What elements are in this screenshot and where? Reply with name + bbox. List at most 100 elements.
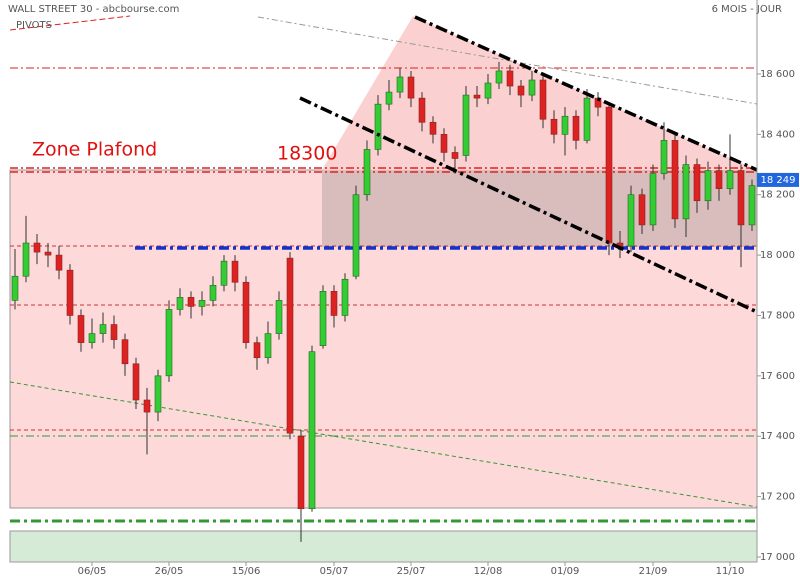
pivot-line xyxy=(9,15,131,31)
candle-body xyxy=(297,435,305,509)
candle-body xyxy=(671,140,679,220)
y-tick-label: 17 600 xyxy=(760,371,795,382)
candle-body xyxy=(286,257,294,434)
candle-body xyxy=(264,333,272,359)
candle-body xyxy=(583,97,591,141)
candle-body xyxy=(143,399,151,413)
candle-body xyxy=(539,79,547,120)
candle-body xyxy=(374,103,382,150)
candle-body xyxy=(88,333,96,343)
candle-body xyxy=(275,300,283,334)
candle-body xyxy=(231,260,239,283)
candle-body xyxy=(385,91,393,105)
candle-body xyxy=(77,315,85,343)
candle-body xyxy=(495,70,503,84)
x-tick-label: 11/10 xyxy=(716,566,745,577)
candle-body xyxy=(154,375,162,413)
candle-body xyxy=(209,284,217,301)
candle-body xyxy=(748,185,756,226)
price-tag-label: 18 249 xyxy=(761,175,796,186)
trend-line xyxy=(257,16,758,105)
chart-title: WALL STREET 30 - abcbourse.com xyxy=(8,4,179,15)
y-tick-label: 18 000 xyxy=(760,250,795,261)
candle-body xyxy=(418,97,426,123)
candle-body xyxy=(682,164,690,220)
candle-body xyxy=(319,291,327,346)
x-tick-label: 12/08 xyxy=(474,566,503,577)
candle-body xyxy=(220,260,228,286)
candle-body xyxy=(649,173,657,226)
candle-body xyxy=(121,339,129,365)
candle-body xyxy=(396,76,404,93)
y-tick-label: 18 600 xyxy=(760,69,795,80)
y-tick-label: 18 200 xyxy=(760,190,795,201)
candle-body xyxy=(110,324,118,340)
candle-body xyxy=(517,85,525,96)
annotation: PIVOTS xyxy=(16,20,52,31)
candle-body xyxy=(308,351,316,509)
y-tick-label: 18 400 xyxy=(760,129,795,140)
y-tick-label: 17 200 xyxy=(760,492,795,503)
candle-body xyxy=(605,106,613,244)
x-tick-label: 25/07 xyxy=(397,566,426,577)
candle-body xyxy=(693,164,701,202)
y-tick-label: 17 800 xyxy=(760,310,795,321)
candles xyxy=(11,61,756,542)
candle-body xyxy=(737,170,745,226)
candle-body xyxy=(165,309,173,377)
y-tick-label: 17 000 xyxy=(760,552,795,563)
candle-body xyxy=(66,269,74,316)
candle-body xyxy=(572,115,580,141)
x-tick-label: 01/09 xyxy=(551,566,580,577)
candle-body xyxy=(660,140,668,174)
candle-body xyxy=(11,275,19,301)
candle-body xyxy=(33,242,41,253)
candle-body xyxy=(22,242,30,277)
candle-body xyxy=(726,170,734,189)
candle-body xyxy=(429,121,437,135)
candle-body xyxy=(242,281,250,343)
candle-body xyxy=(440,134,448,153)
green-zone xyxy=(9,530,758,563)
candle-body xyxy=(473,94,481,99)
x-tick-label: 26/05 xyxy=(155,566,184,577)
x-tick-label: 06/05 xyxy=(78,566,107,577)
channel-line xyxy=(414,15,758,172)
candle-body xyxy=(484,82,492,99)
candle-body xyxy=(198,300,206,307)
annotation: 18300 xyxy=(277,143,337,165)
candle-body xyxy=(528,79,536,96)
x-tick-label: 21/09 xyxy=(639,566,668,577)
candle-body xyxy=(715,170,723,189)
channel-line xyxy=(299,96,758,314)
candle-body xyxy=(550,118,558,135)
x-tick-label: 15/06 xyxy=(232,566,261,577)
trend-line xyxy=(9,381,758,508)
candle-body xyxy=(638,194,646,226)
candle-body xyxy=(352,194,360,277)
candle-body xyxy=(462,94,470,156)
candle-body xyxy=(407,76,415,99)
candle-body xyxy=(55,254,63,271)
candle-body xyxy=(187,297,195,307)
candle-body xyxy=(99,324,107,334)
subtitle: 6 MOIS - JOUR xyxy=(712,4,782,15)
candle-body xyxy=(44,251,52,256)
price-tag xyxy=(757,172,799,187)
candle-body xyxy=(363,149,371,196)
candle-body xyxy=(627,194,635,247)
candle-body xyxy=(176,297,184,310)
candle-body xyxy=(341,278,349,316)
candle-body xyxy=(704,170,712,202)
candle-body xyxy=(330,291,338,316)
candle-body xyxy=(451,152,459,159)
candle-body xyxy=(132,363,140,401)
candle-body xyxy=(561,115,569,135)
y-tick-label: 17 400 xyxy=(760,431,795,442)
annotation: Zone Plafond xyxy=(32,139,157,161)
candle-body xyxy=(506,70,514,87)
candle-body xyxy=(253,342,261,359)
x-tick-label: 05/07 xyxy=(320,566,349,577)
